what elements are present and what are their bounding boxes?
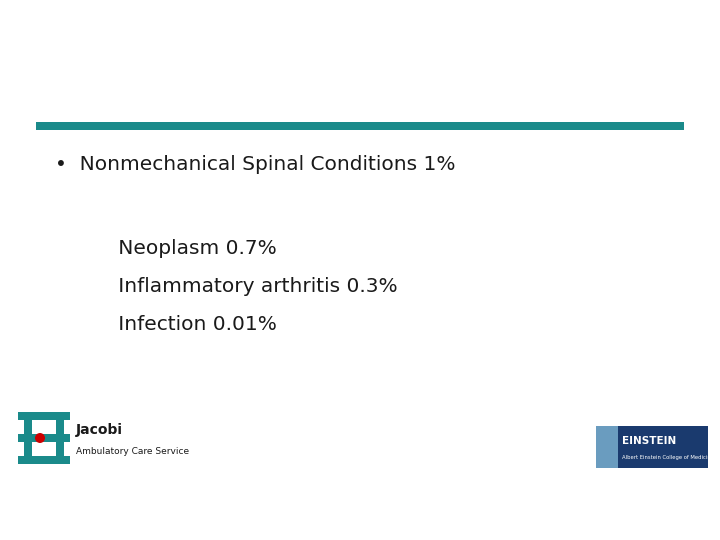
Bar: [24, 412, 32, 464]
Text: Neoplasm 0.7%: Neoplasm 0.7%: [80, 239, 276, 258]
Circle shape: [35, 433, 45, 443]
Text: Infection 0.01%: Infection 0.01%: [80, 314, 277, 334]
Text: EINSTEIN: EINSTEIN: [622, 436, 676, 446]
Bar: [18, 412, 70, 420]
Bar: [18, 456, 70, 464]
Bar: [36, 122, 684, 130]
Text: Inflammatory arthritis 0.3%: Inflammatory arthritis 0.3%: [80, 276, 397, 295]
Bar: [56, 412, 64, 464]
Text: Jacobi: Jacobi: [76, 423, 123, 437]
Text: •  Nonmechanical Spinal Conditions 1%: • Nonmechanical Spinal Conditions 1%: [55, 156, 456, 174]
Text: Ambulatory Care Service: Ambulatory Care Service: [76, 447, 189, 456]
Bar: [618, 426, 708, 468]
Text: Albert Einstein College of Medicine: Albert Einstein College of Medicine: [622, 455, 714, 460]
Bar: [596, 426, 618, 468]
Bar: [18, 434, 70, 442]
